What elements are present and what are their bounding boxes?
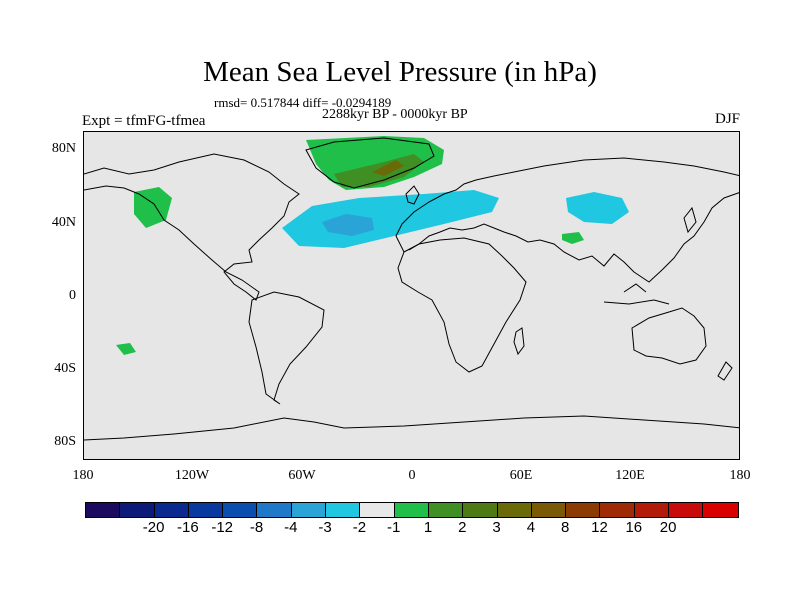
- greenland-anomaly-core: [372, 160, 404, 176]
- colorbar-swatch: [600, 503, 635, 517]
- colorbar-label: -1: [387, 519, 401, 536]
- season-label: DJF: [714, 111, 740, 127]
- colorbar-swatch: [634, 503, 670, 517]
- coastlines: [84, 137, 739, 441]
- lat-label: 40N: [51, 215, 76, 230]
- colorbar-label: -20: [142, 519, 165, 536]
- colorbar-swatch: [291, 503, 327, 517]
- colorbar: [85, 502, 739, 518]
- lon-label: 180: [72, 468, 94, 483]
- lat-label: 40S: [54, 361, 76, 376]
- lon-label: 180: [729, 468, 751, 483]
- colorbar-swatch: [223, 503, 258, 517]
- colorbar-swatch: [86, 503, 121, 517]
- atlantic-anomaly-negative: [282, 190, 499, 248]
- period-label: 2288kyr BP - 0000kyr BP: [322, 107, 468, 122]
- lat-label: 0: [69, 288, 76, 303]
- colorbar-swatch: [531, 503, 567, 517]
- japan-coast: [683, 206, 697, 234]
- colorbar-swatch: [497, 503, 532, 517]
- lon-label: 60E: [509, 468, 533, 483]
- colorbar-label: 16: [625, 519, 643, 536]
- colorbar-label: 8: [561, 519, 570, 536]
- experiment-label: Expt = tfmFG-tfmea: [82, 113, 206, 129]
- colorbar-label: 4: [526, 519, 536, 536]
- colorbar-label: -2: [352, 519, 367, 536]
- new-zealand-coast: [717, 361, 733, 381]
- colorbar-swatch: [188, 503, 224, 517]
- colorbar-label: -3: [318, 519, 332, 536]
- north-america-coast: [84, 153, 300, 301]
- colorbar-swatch: [360, 503, 395, 517]
- colorbar-swatch: [120, 503, 155, 517]
- colorbar-label: 2: [458, 519, 467, 536]
- lon-label: 60W: [288, 468, 316, 483]
- chart-title: Mean Sea Level Pressure (in hPa): [203, 56, 597, 88]
- lat-label: 80N: [51, 141, 76, 156]
- rmsd-subtitle: rmsd= 0.517844 diff= -0.0294189: [214, 95, 392, 110]
- world-map: [83, 131, 740, 460]
- colorbar-label: 20: [659, 519, 677, 536]
- pacific-anomaly-positive: [116, 343, 136, 355]
- colorbar-swatch: [428, 503, 464, 517]
- colorbar-swatch: [669, 503, 704, 517]
- asia-anomaly-positive: [562, 232, 584, 244]
- lon-label: 0: [408, 468, 416, 483]
- asia-anomaly-negative: [566, 192, 629, 224]
- colorbar-swatch: [463, 503, 498, 517]
- europe-asia-coast: [395, 157, 739, 283]
- uk-coast: [405, 185, 420, 205]
- colorbar-swatch: [394, 503, 429, 517]
- lon-label: 120W: [174, 468, 210, 483]
- antarctica-coast: [84, 415, 739, 441]
- africa-coast: [397, 237, 527, 373]
- lat-label: 80S: [54, 434, 76, 449]
- colorbar-swatch: [257, 503, 292, 517]
- colorbar-label: 1: [423, 519, 433, 536]
- colorbar-swatch: [326, 503, 361, 517]
- colorbar-label: -16: [177, 519, 199, 536]
- colorbar-swatch: [154, 503, 189, 517]
- atlantic-anomaly-core: [322, 214, 374, 236]
- colorbar-label: -4: [284, 519, 298, 536]
- madagascar-coast: [513, 327, 525, 356]
- greenland-coast: [305, 137, 435, 189]
- south-america-coast: [248, 291, 325, 405]
- colorbar-label: 12: [591, 519, 608, 536]
- lon-label: 120E: [615, 468, 645, 483]
- colorbar-label: -8: [249, 519, 264, 536]
- colorbar-swatch: [703, 503, 738, 517]
- colorbar-label: 3: [492, 519, 501, 536]
- colorbar-label: -12: [211, 519, 234, 536]
- colorbar-swatch: [566, 503, 601, 517]
- australia-coast: [631, 307, 707, 365]
- indonesia-coast: [603, 283, 670, 305]
- map-svg: [84, 136, 739, 441]
